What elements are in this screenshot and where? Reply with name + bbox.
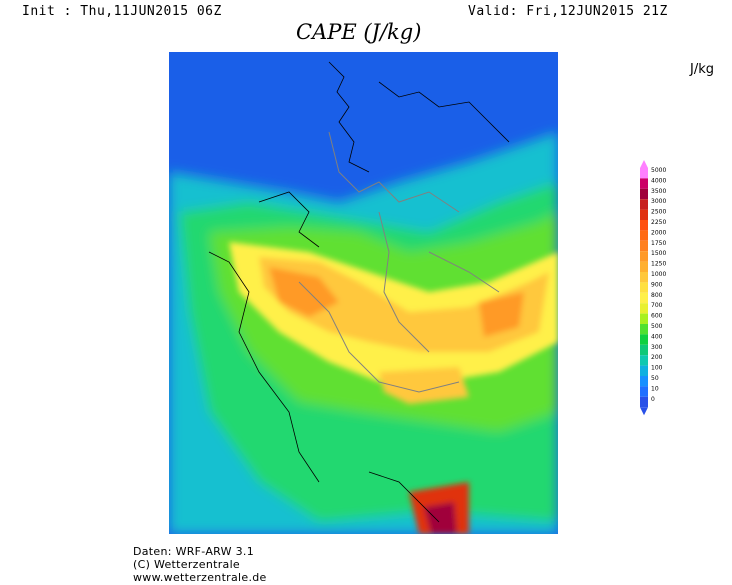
- legend-swatch: [640, 292, 648, 304]
- legend-label: 1000: [651, 271, 666, 278]
- legend-label: 1250: [651, 261, 666, 268]
- legend-swatch: [640, 272, 648, 283]
- legend-swatch: [640, 251, 648, 262]
- legend-label: 300: [651, 344, 663, 351]
- legend-swatch: [640, 303, 648, 314]
- legend-swatch: [640, 324, 648, 335]
- legend-label: 2000: [651, 229, 666, 236]
- legend-label: 4000: [651, 177, 666, 184]
- legend-label: 3000: [651, 198, 666, 205]
- legend-label: 2250: [651, 219, 666, 226]
- legend-swatch: [640, 261, 648, 272]
- cape-map: [169, 52, 558, 534]
- legend-label: 100: [651, 365, 663, 372]
- legend-swatch: [640, 282, 648, 293]
- legend-label: 50: [651, 375, 659, 382]
- legend-swatch: [640, 199, 648, 210]
- color-legend: 5000400035003000250022502000175015001250…: [640, 160, 666, 416]
- legend-swatch: [640, 209, 648, 220]
- legend-swatch: [640, 230, 648, 241]
- legend-label: 1750: [651, 240, 666, 247]
- legend-swatch: [640, 240, 648, 252]
- website-link[interactable]: www.wetterzentrale.de: [133, 571, 267, 584]
- borders: [298, 131, 500, 393]
- legend-swatch: [640, 178, 648, 189]
- copyright: (C) Wetterzentrale: [133, 558, 240, 571]
- legend-swatch: [640, 313, 648, 324]
- legend-label: 1500: [651, 250, 666, 257]
- legend-label: 10: [651, 385, 659, 392]
- valid-time: Valid: Fri,12JUN2015 21Z: [468, 4, 668, 19]
- legend-label: 200: [651, 354, 663, 361]
- unit-label: J/kg: [690, 62, 714, 77]
- legend-label: 600: [651, 313, 663, 320]
- legend-swatch: [640, 365, 648, 376]
- legend-label: 0: [651, 396, 655, 403]
- legend-swatch: [640, 188, 648, 200]
- legend-top-arrow: [640, 160, 648, 168]
- data-source: Daten: WRF-ARW 3.1: [133, 545, 255, 558]
- legend-label: 800: [651, 292, 663, 299]
- init-time: Init : Thu,11JUN2015 06Z: [22, 4, 222, 19]
- legend-label: 5000: [651, 167, 666, 174]
- legend-label: 2500: [651, 209, 666, 216]
- legend-label: 400: [651, 333, 663, 340]
- legend-swatch: [640, 168, 648, 179]
- coastlines: [208, 61, 510, 523]
- legend-bottom-arrow: [640, 407, 648, 416]
- legend-swatch: [640, 355, 648, 366]
- legend-swatch: [640, 220, 648, 231]
- legend-label: 700: [651, 302, 663, 309]
- legend-swatch: [640, 386, 648, 397]
- map-title: CAPE (J/kg): [296, 20, 422, 44]
- cape-fill-high: [229, 242, 558, 534]
- legend-label: 500: [651, 323, 663, 330]
- legend-label: 900: [651, 281, 663, 288]
- legend-label: 3500: [651, 188, 666, 195]
- legend-swatch: [640, 344, 648, 356]
- legend-swatch: [640, 376, 648, 387]
- legend-swatch: [640, 334, 648, 345]
- legend-swatch: [640, 396, 648, 408]
